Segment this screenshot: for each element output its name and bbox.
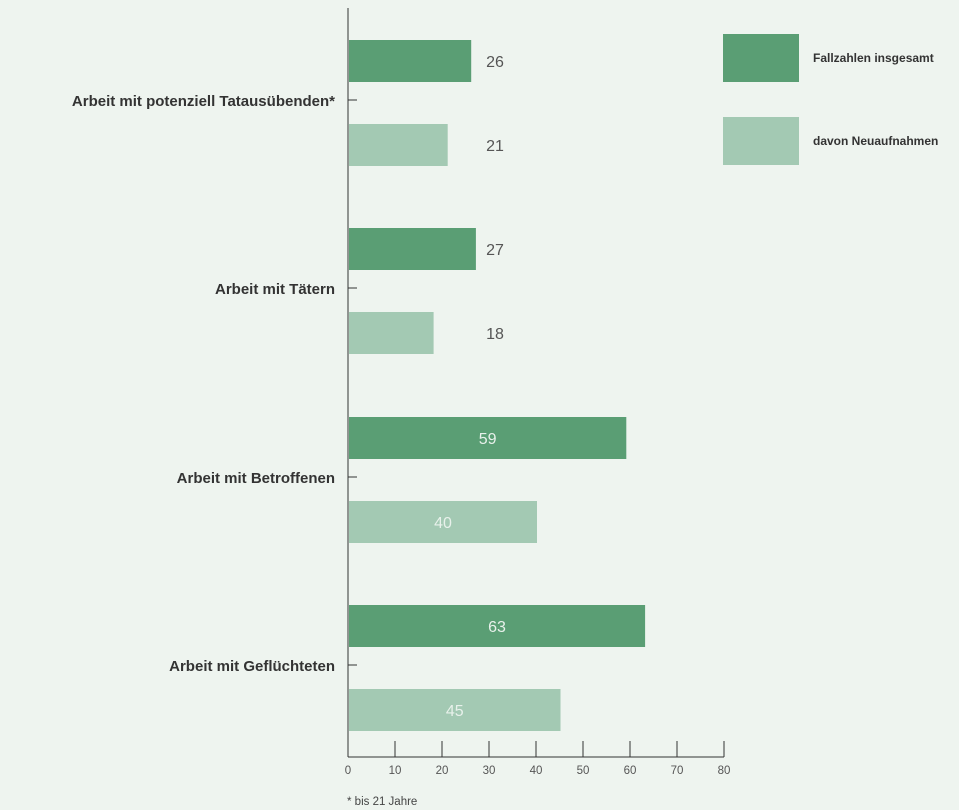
category-label: Arbeit mit Tätern bbox=[215, 281, 335, 298]
category-label: Arbeit mit Geflüchteten bbox=[169, 658, 335, 675]
data-label: 40 bbox=[434, 515, 452, 532]
data-label: 45 bbox=[446, 703, 464, 720]
legend-label: davon Neuaufnahmen bbox=[813, 134, 938, 148]
x-tick-label: 30 bbox=[483, 765, 496, 777]
bar-new-2 bbox=[349, 501, 537, 543]
bar-total-3 bbox=[349, 605, 646, 647]
bar-new-3 bbox=[349, 689, 561, 731]
bar-total-1 bbox=[349, 228, 476, 270]
footnote: * bis 21 Jahre bbox=[347, 796, 417, 808]
category-label: Arbeit mit Betroffenen bbox=[177, 470, 335, 487]
bar-new-0 bbox=[349, 124, 448, 166]
legend-label: Fallzahlen insgesamt bbox=[813, 51, 934, 65]
x-tick-label: 70 bbox=[671, 765, 684, 777]
x-tick-label: 80 bbox=[718, 765, 731, 777]
data-label: 26 bbox=[486, 54, 504, 71]
category-label: Arbeit mit potenziell Tatausübenden* bbox=[72, 93, 335, 110]
x-tick-label: 0 bbox=[345, 765, 351, 777]
x-tick-label: 20 bbox=[436, 765, 449, 777]
data-label: 18 bbox=[486, 326, 504, 343]
bar-total-0 bbox=[349, 40, 472, 82]
axes-group: Arbeit mit potenziell Tatausübenden* Arbe… bbox=[72, 8, 730, 777]
data-label: 21 bbox=[486, 138, 504, 155]
data-label: 59 bbox=[479, 431, 497, 448]
legend: Fallzahlen insgesamt davon Neuaufnahmen bbox=[723, 34, 938, 165]
x-tick-label: 10 bbox=[389, 765, 402, 777]
legend-swatch-total bbox=[723, 34, 799, 82]
x-tick-label: 60 bbox=[624, 765, 637, 777]
legend-swatch-new bbox=[723, 117, 799, 165]
bars-group: 26 21 27 18 59 40 63 45 bbox=[349, 40, 646, 731]
data-label: 27 bbox=[486, 242, 504, 259]
data-label: 63 bbox=[488, 619, 506, 636]
bar-total-2 bbox=[349, 417, 627, 459]
x-tick-label: 50 bbox=[577, 765, 590, 777]
x-tick-label: 40 bbox=[530, 765, 543, 777]
bar-new-1 bbox=[349, 312, 434, 354]
